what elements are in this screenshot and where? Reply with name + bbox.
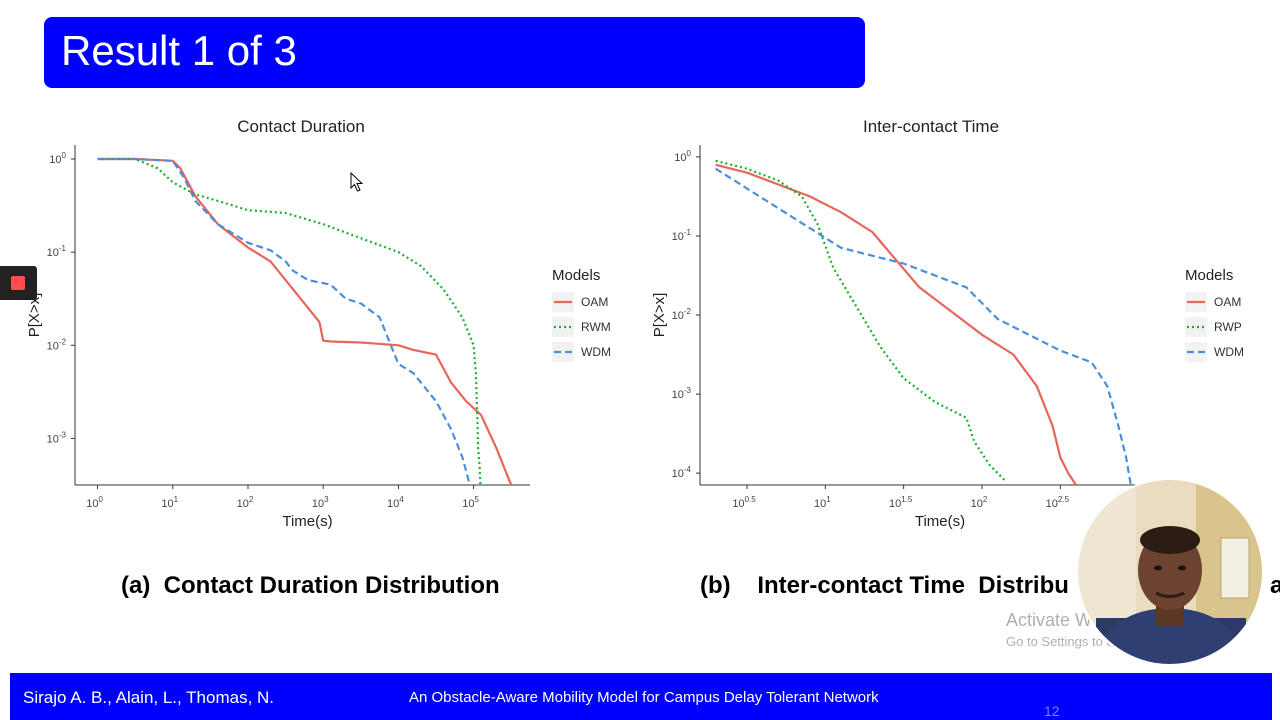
x-tick-label: 102 <box>237 495 254 510</box>
x-tick-label: 101 <box>161 495 178 510</box>
legend-key-bg <box>552 342 574 362</box>
record-stop-icon <box>11 276 25 290</box>
series-line-wdm <box>715 167 1132 486</box>
chart-title: Contact Duration <box>237 117 365 136</box>
y-tick-label: 10-3 <box>47 430 67 445</box>
x-axis-label: Time(s) <box>282 513 332 530</box>
footer-talk-title: An Obstacle-Aware Mobility Model for Cam… <box>409 689 879 706</box>
y-tick-label: 10-1 <box>672 228 692 243</box>
legend-label-oam: OAM <box>581 295 608 309</box>
y-tick-label: 100 <box>49 151 66 166</box>
page-number: 12 <box>1044 703 1060 719</box>
x-tick-label: 102.5 <box>1046 495 1070 510</box>
legend-label-wdm: WDM <box>1214 345 1244 359</box>
chart-title: Inter-contact Time <box>863 117 999 136</box>
contact-duration-chart: Contact Duration 100 101 102 103 104 105 100 10-… <box>26 117 611 530</box>
legend-title: Models <box>552 267 600 284</box>
y-tick-label: 10-3 <box>672 386 692 401</box>
legend-key-bg <box>552 317 574 337</box>
legend-key-bg <box>1185 342 1207 362</box>
y-tick-label: 10-2 <box>47 337 67 352</box>
legend-label-oam: OAM <box>1214 295 1241 309</box>
x-tick-label: 100.5 <box>732 495 756 510</box>
x-axis-label: Time(s) <box>915 513 965 530</box>
y-axis-label: P[X>x] <box>26 293 43 338</box>
legend-title: Models <box>1185 267 1233 284</box>
inter-contact-time-chart: Inter-contact Time 100.5 101 101.5 102 102.5 1… <box>651 117 1244 530</box>
caption-b: (b) Inter-contact Time Distribu <box>700 572 1069 599</box>
x-tick-label: 103 <box>312 495 329 510</box>
y-tick-label: 10-2 <box>672 307 692 322</box>
x-tick-label: 101 <box>814 495 831 510</box>
caption-b-tail: a <box>1270 572 1280 599</box>
y-tick-label: 100 <box>674 149 691 164</box>
y-axis-label: P[X>x] <box>651 293 668 338</box>
x-tick-label: 104 <box>387 495 404 510</box>
footer-bar: Sirajo A. B., Alain, L., Thomas, N. An O… <box>10 673 1272 720</box>
record-button[interactable] <box>0 266 37 300</box>
series-line-wdm <box>97 157 471 486</box>
legend-label-rwp: RWP <box>1214 320 1242 334</box>
series-line-oam <box>97 157 513 486</box>
x-tick-label: 100 <box>86 495 103 510</box>
legend-label-wdm: WDM <box>581 345 611 359</box>
x-tick-label: 105 <box>462 495 479 510</box>
x-tick-label: 102 <box>971 495 988 510</box>
legend-key-bg <box>1185 317 1207 337</box>
y-tick-label: 10-4 <box>672 465 692 480</box>
mouse-cursor-icon <box>350 172 364 192</box>
footer-authors: Sirajo A. B., Alain, L., Thomas, N. <box>23 688 275 707</box>
y-tick-label: 10-1 <box>47 244 67 259</box>
series-line-rwp <box>715 159 1007 482</box>
series-line-rwm <box>97 157 482 486</box>
webcam-overlay <box>1076 478 1264 666</box>
slide-title: Result 1 of 3 <box>61 27 297 74</box>
title-banner: Result 1 of 3 <box>44 17 865 88</box>
legend-label-rwm: RWM <box>581 320 611 334</box>
caption-a: (a) Contact Duration Distribution <box>121 572 500 599</box>
series-line-oam <box>715 163 1077 486</box>
x-tick-label: 101.5 <box>889 495 913 510</box>
